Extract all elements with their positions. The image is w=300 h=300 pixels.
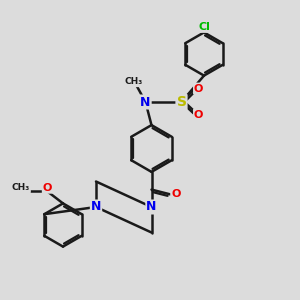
Text: CH₃: CH₃ (12, 183, 30, 192)
Text: N: N (146, 200, 157, 214)
Text: Cl: Cl (198, 22, 210, 32)
Text: CH₃: CH₃ (124, 77, 142, 86)
Text: N: N (140, 95, 151, 109)
Text: N: N (91, 200, 101, 214)
Text: O: O (194, 83, 203, 94)
Text: O: O (43, 183, 52, 193)
Text: O: O (171, 189, 181, 200)
Text: O: O (194, 110, 203, 120)
Text: S: S (176, 95, 187, 109)
